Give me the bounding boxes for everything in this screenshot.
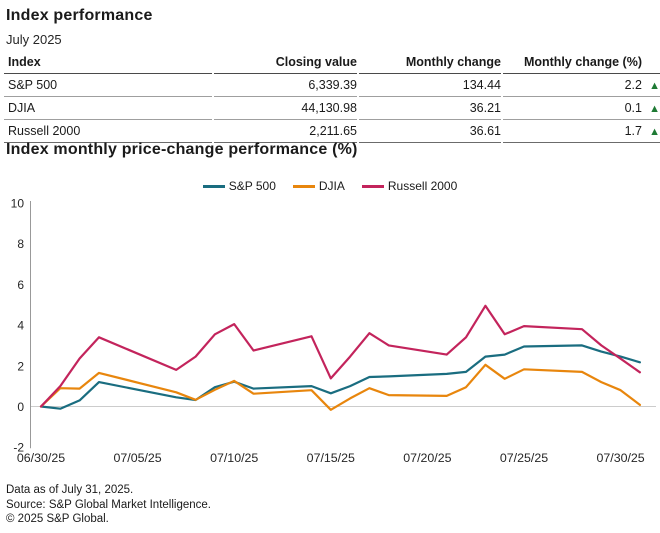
y-tick-label: 4 xyxy=(17,319,24,333)
sp500-line-swatch-icon xyxy=(202,184,225,188)
page-subtitle: July 2025 xyxy=(6,32,62,47)
monthly-change: 134.44 xyxy=(359,74,501,97)
y-tick-label: 6 xyxy=(17,278,24,292)
monthly-change-pct: 0.1 ▲ xyxy=(503,97,660,120)
monthly-change: 36.21 xyxy=(359,97,501,120)
russell2000-line-swatch-icon xyxy=(361,184,384,188)
chart-legend: S&P 500 DJIA Russell 2000 xyxy=(0,179,660,193)
up-triangle-icon: ▲ xyxy=(649,103,660,115)
table-row: DJIA 44,130.98 36.21 0.1 ▲ xyxy=(4,97,660,120)
column-header-monthly-change-pct: Monthly change (%) xyxy=(503,52,660,74)
copyright-note: © 2025 S&P Global. xyxy=(6,513,109,526)
djia-line-swatch-icon xyxy=(292,184,315,188)
index-performance-table: Index Closing value Monthly change Month… xyxy=(2,52,660,143)
y-tick-label: 10 xyxy=(11,197,25,211)
legend-item-russell2000: Russell 2000 xyxy=(361,179,458,193)
series-line-russell2000 xyxy=(39,304,642,408)
footer: Data as of July 31, 2025. Source: S&P Gl… xyxy=(6,483,211,527)
monthly-change-pct: 1.7 ▲ xyxy=(503,120,660,143)
column-header-monthly-change: Monthly change xyxy=(359,52,501,74)
legend-item-djia: DJIA xyxy=(292,179,345,193)
legend-item-sp500: S&P 500 xyxy=(202,179,276,193)
up-triangle-icon: ▲ xyxy=(649,126,660,138)
closing-value: 44,130.98 xyxy=(214,97,357,120)
chart-title: Index monthly price-change performance (… xyxy=(6,141,358,158)
table-row: S&P 500 6,339.39 134.44 2.2 ▲ xyxy=(4,74,660,97)
y-tick-label: 8 xyxy=(17,237,24,251)
index-name: DJIA xyxy=(4,97,212,120)
column-header-index: Index xyxy=(4,52,212,74)
pct-value: 2.2 xyxy=(624,78,642,92)
page-title: Index performance xyxy=(6,7,153,24)
x-tick-label: 07/25/25 xyxy=(500,451,548,465)
series-line-sp500 xyxy=(39,344,642,410)
source-note: Source: S&P Global Market Intelligence. xyxy=(6,498,211,511)
legend-label: DJIA xyxy=(318,179,345,193)
table-row: Russell 2000 2,211.65 36.61 1.7 ▲ xyxy=(4,120,660,143)
y-tick-label: 0 xyxy=(17,400,24,414)
index-name: S&P 500 xyxy=(4,74,212,97)
monthly-change-pct: 2.2 ▲ xyxy=(503,74,660,97)
y-tick-label: 2 xyxy=(17,359,24,373)
data-as-of-note: Data as of July 31, 2025. xyxy=(6,484,134,496)
y-tick-label: -2 xyxy=(13,441,24,455)
table-header-row: Index Closing value Monthly change Month… xyxy=(4,52,660,74)
monthly-change: 36.61 xyxy=(359,120,501,143)
x-tick-label: 06/30/25 xyxy=(17,451,65,465)
pct-value: 0.1 xyxy=(624,101,642,115)
x-tick-label: 07/20/25 xyxy=(403,451,451,465)
x-tick-label: 07/05/25 xyxy=(113,451,161,465)
legend-label: S&P 500 xyxy=(228,179,276,193)
index-name: Russell 2000 xyxy=(4,120,212,143)
x-tick-label: 07/15/25 xyxy=(307,451,355,465)
legend-label: Russell 2000 xyxy=(387,179,458,193)
closing-value: 2,211.65 xyxy=(214,120,357,143)
closing-value: 6,339.39 xyxy=(214,74,357,97)
pct-value: 1.7 xyxy=(624,124,642,138)
column-header-closing-value: Closing value xyxy=(214,52,357,74)
x-tick-label: 07/10/25 xyxy=(210,451,258,465)
x-tick-label: 07/30/25 xyxy=(596,451,644,465)
series-line-djia xyxy=(39,363,642,411)
up-triangle-icon: ▲ xyxy=(649,80,660,92)
